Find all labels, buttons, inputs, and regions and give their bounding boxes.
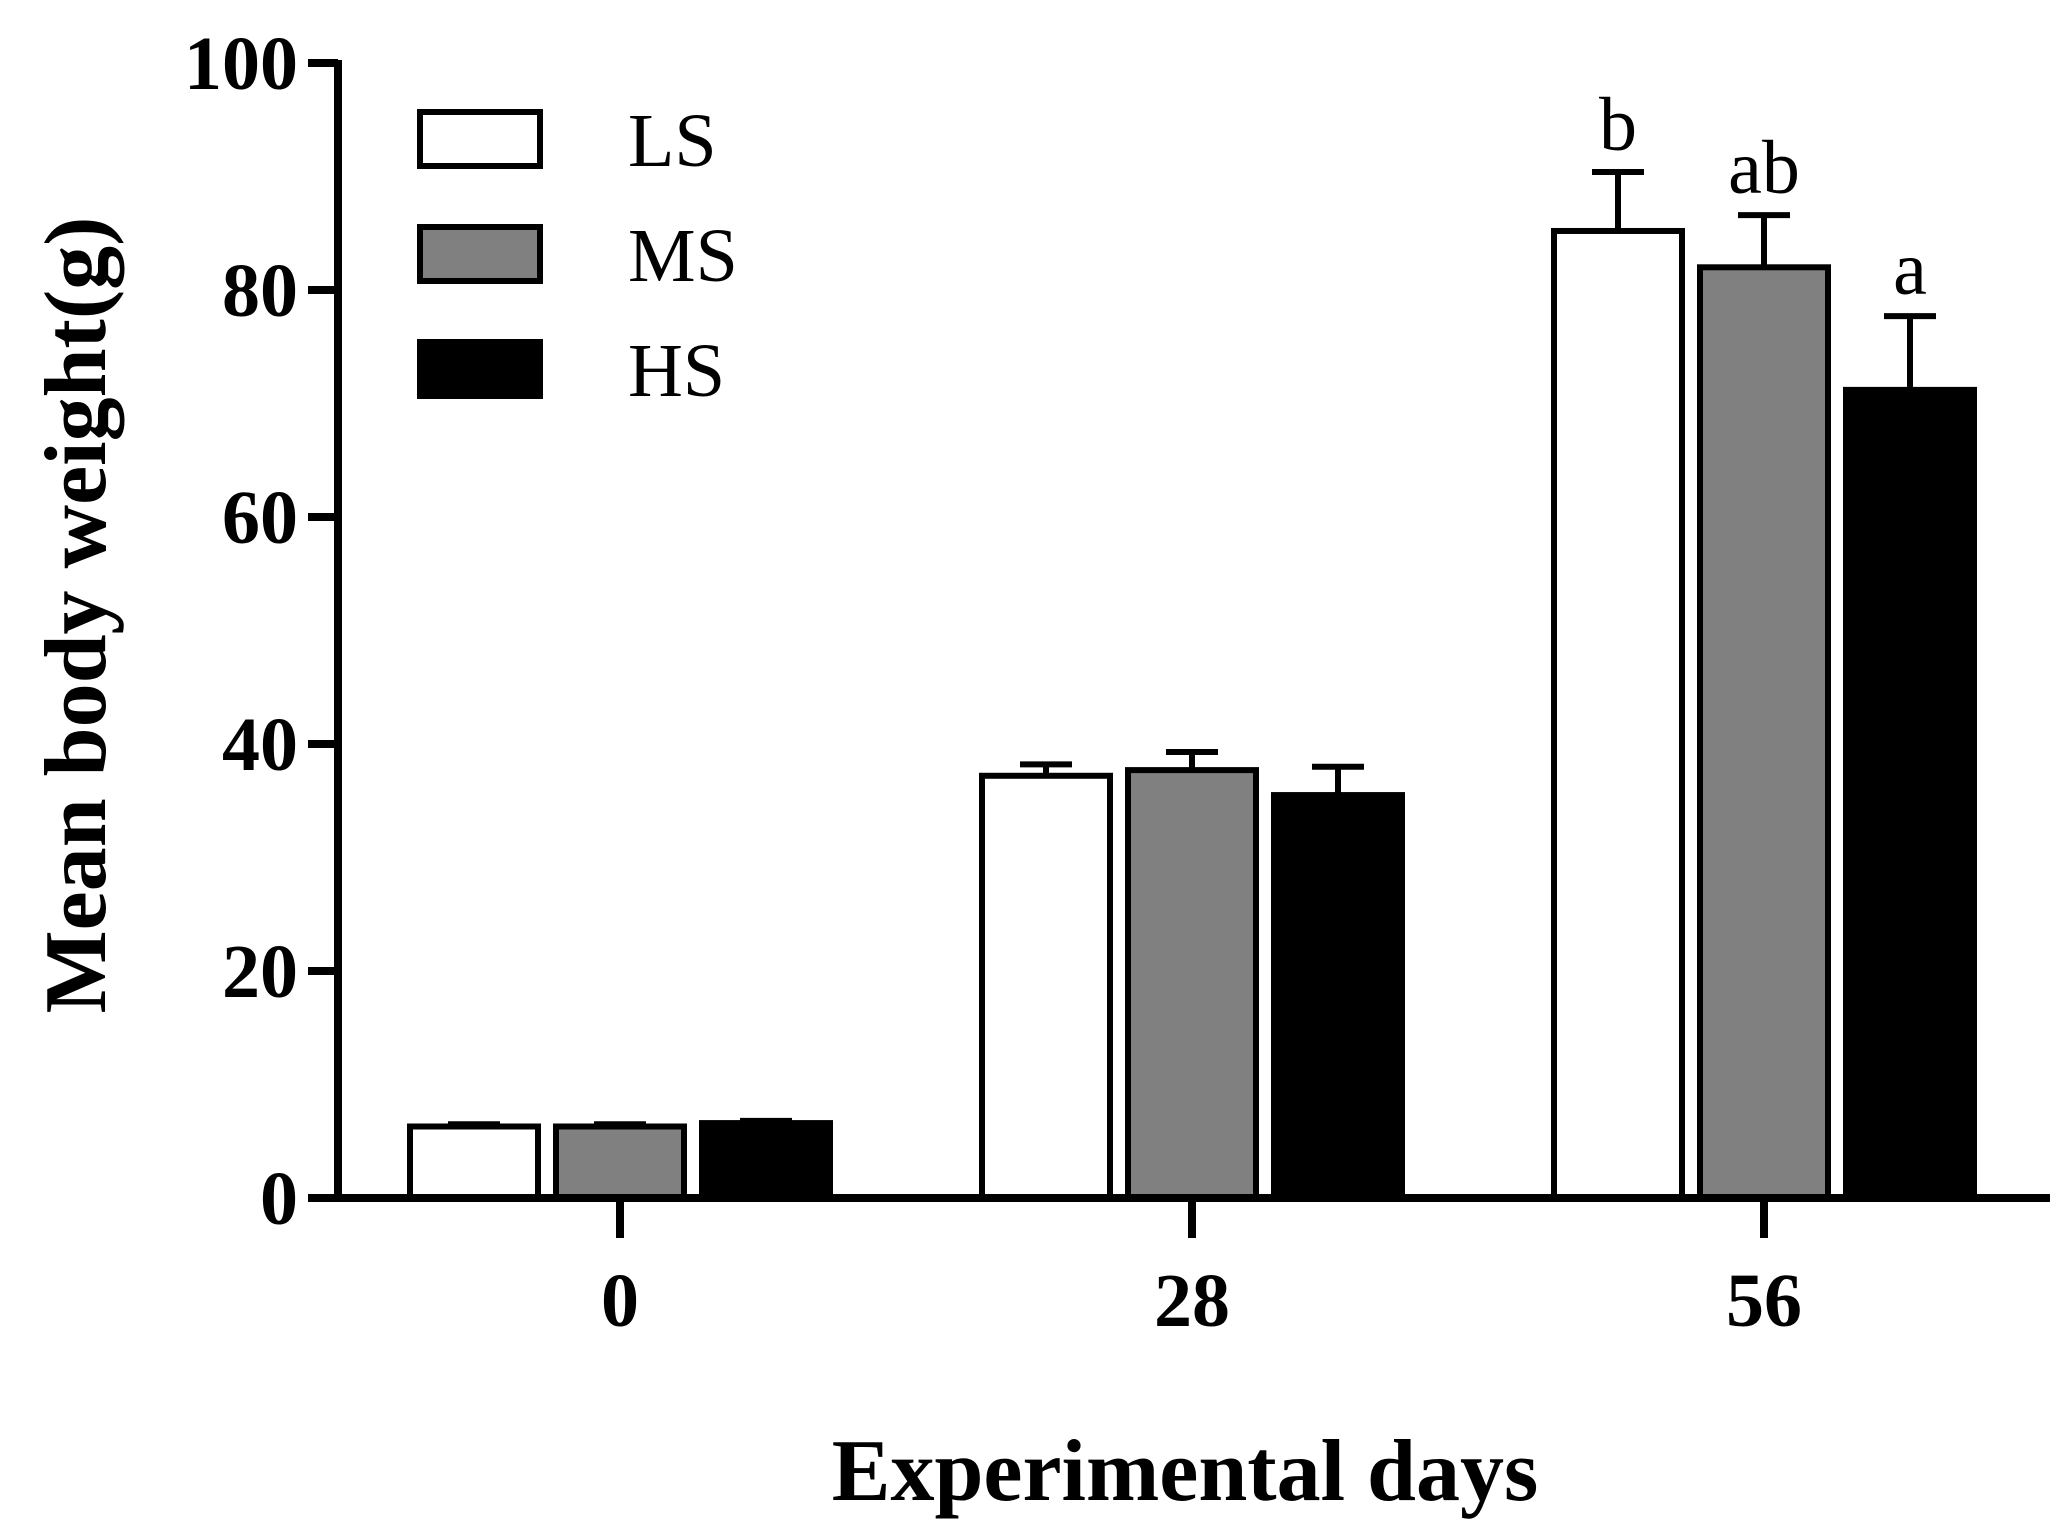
error-bars-layer <box>448 168 1936 1128</box>
bar-hs-day-28 <box>1271 792 1405 1201</box>
bar-hs-day-0 <box>699 1120 833 1201</box>
legend-swatch-ls <box>417 109 543 169</box>
legend: LS MS HS <box>417 99 738 413</box>
y-tick-label-20: 20 <box>222 930 298 1014</box>
bar-ms-day-28 <box>1125 767 1259 1201</box>
legend-label-ms: MS <box>628 214 738 298</box>
legend-swatch-hs <box>417 339 543 399</box>
significance-labels: b ab a <box>1599 83 1927 311</box>
significance-label-ls: b <box>1599 83 1637 167</box>
y-tick-label-0: 0 <box>260 1157 298 1241</box>
legend-label-hs: HS <box>628 329 725 413</box>
legend-label-ls: LS <box>628 99 717 183</box>
y-axis-title: Mean body weight(g) <box>28 217 125 1014</box>
axes: 0 20 40 60 80 100 0 28 56 <box>184 22 2050 1343</box>
bar-ms-day-56 <box>1697 264 1831 1201</box>
x-axis-title: Experimental days <box>832 1423 1538 1520</box>
x-tick-label-28: 28 <box>1154 1259 1230 1343</box>
bar-ls-day-56 <box>1551 227 1685 1202</box>
y-tick-label-80: 80 <box>222 249 298 333</box>
bar-ls-day-0 <box>407 1123 541 1201</box>
y-tick-label-100: 100 <box>184 22 298 106</box>
bar-ms-day-0 <box>553 1123 687 1201</box>
x-tick-label-56: 56 <box>1726 1259 1802 1343</box>
legend-swatch-ms <box>417 224 543 284</box>
significance-label-ms: ab <box>1728 126 1800 210</box>
significance-label-hs: a <box>1893 227 1927 311</box>
y-tick-label-40: 40 <box>222 703 298 787</box>
bar-ls-day-28 <box>979 772 1113 1202</box>
bar-hs-day-56 <box>1843 386 1977 1201</box>
y-tick-label-60: 60 <box>222 476 298 560</box>
x-tick-label-0: 0 <box>601 1259 639 1343</box>
